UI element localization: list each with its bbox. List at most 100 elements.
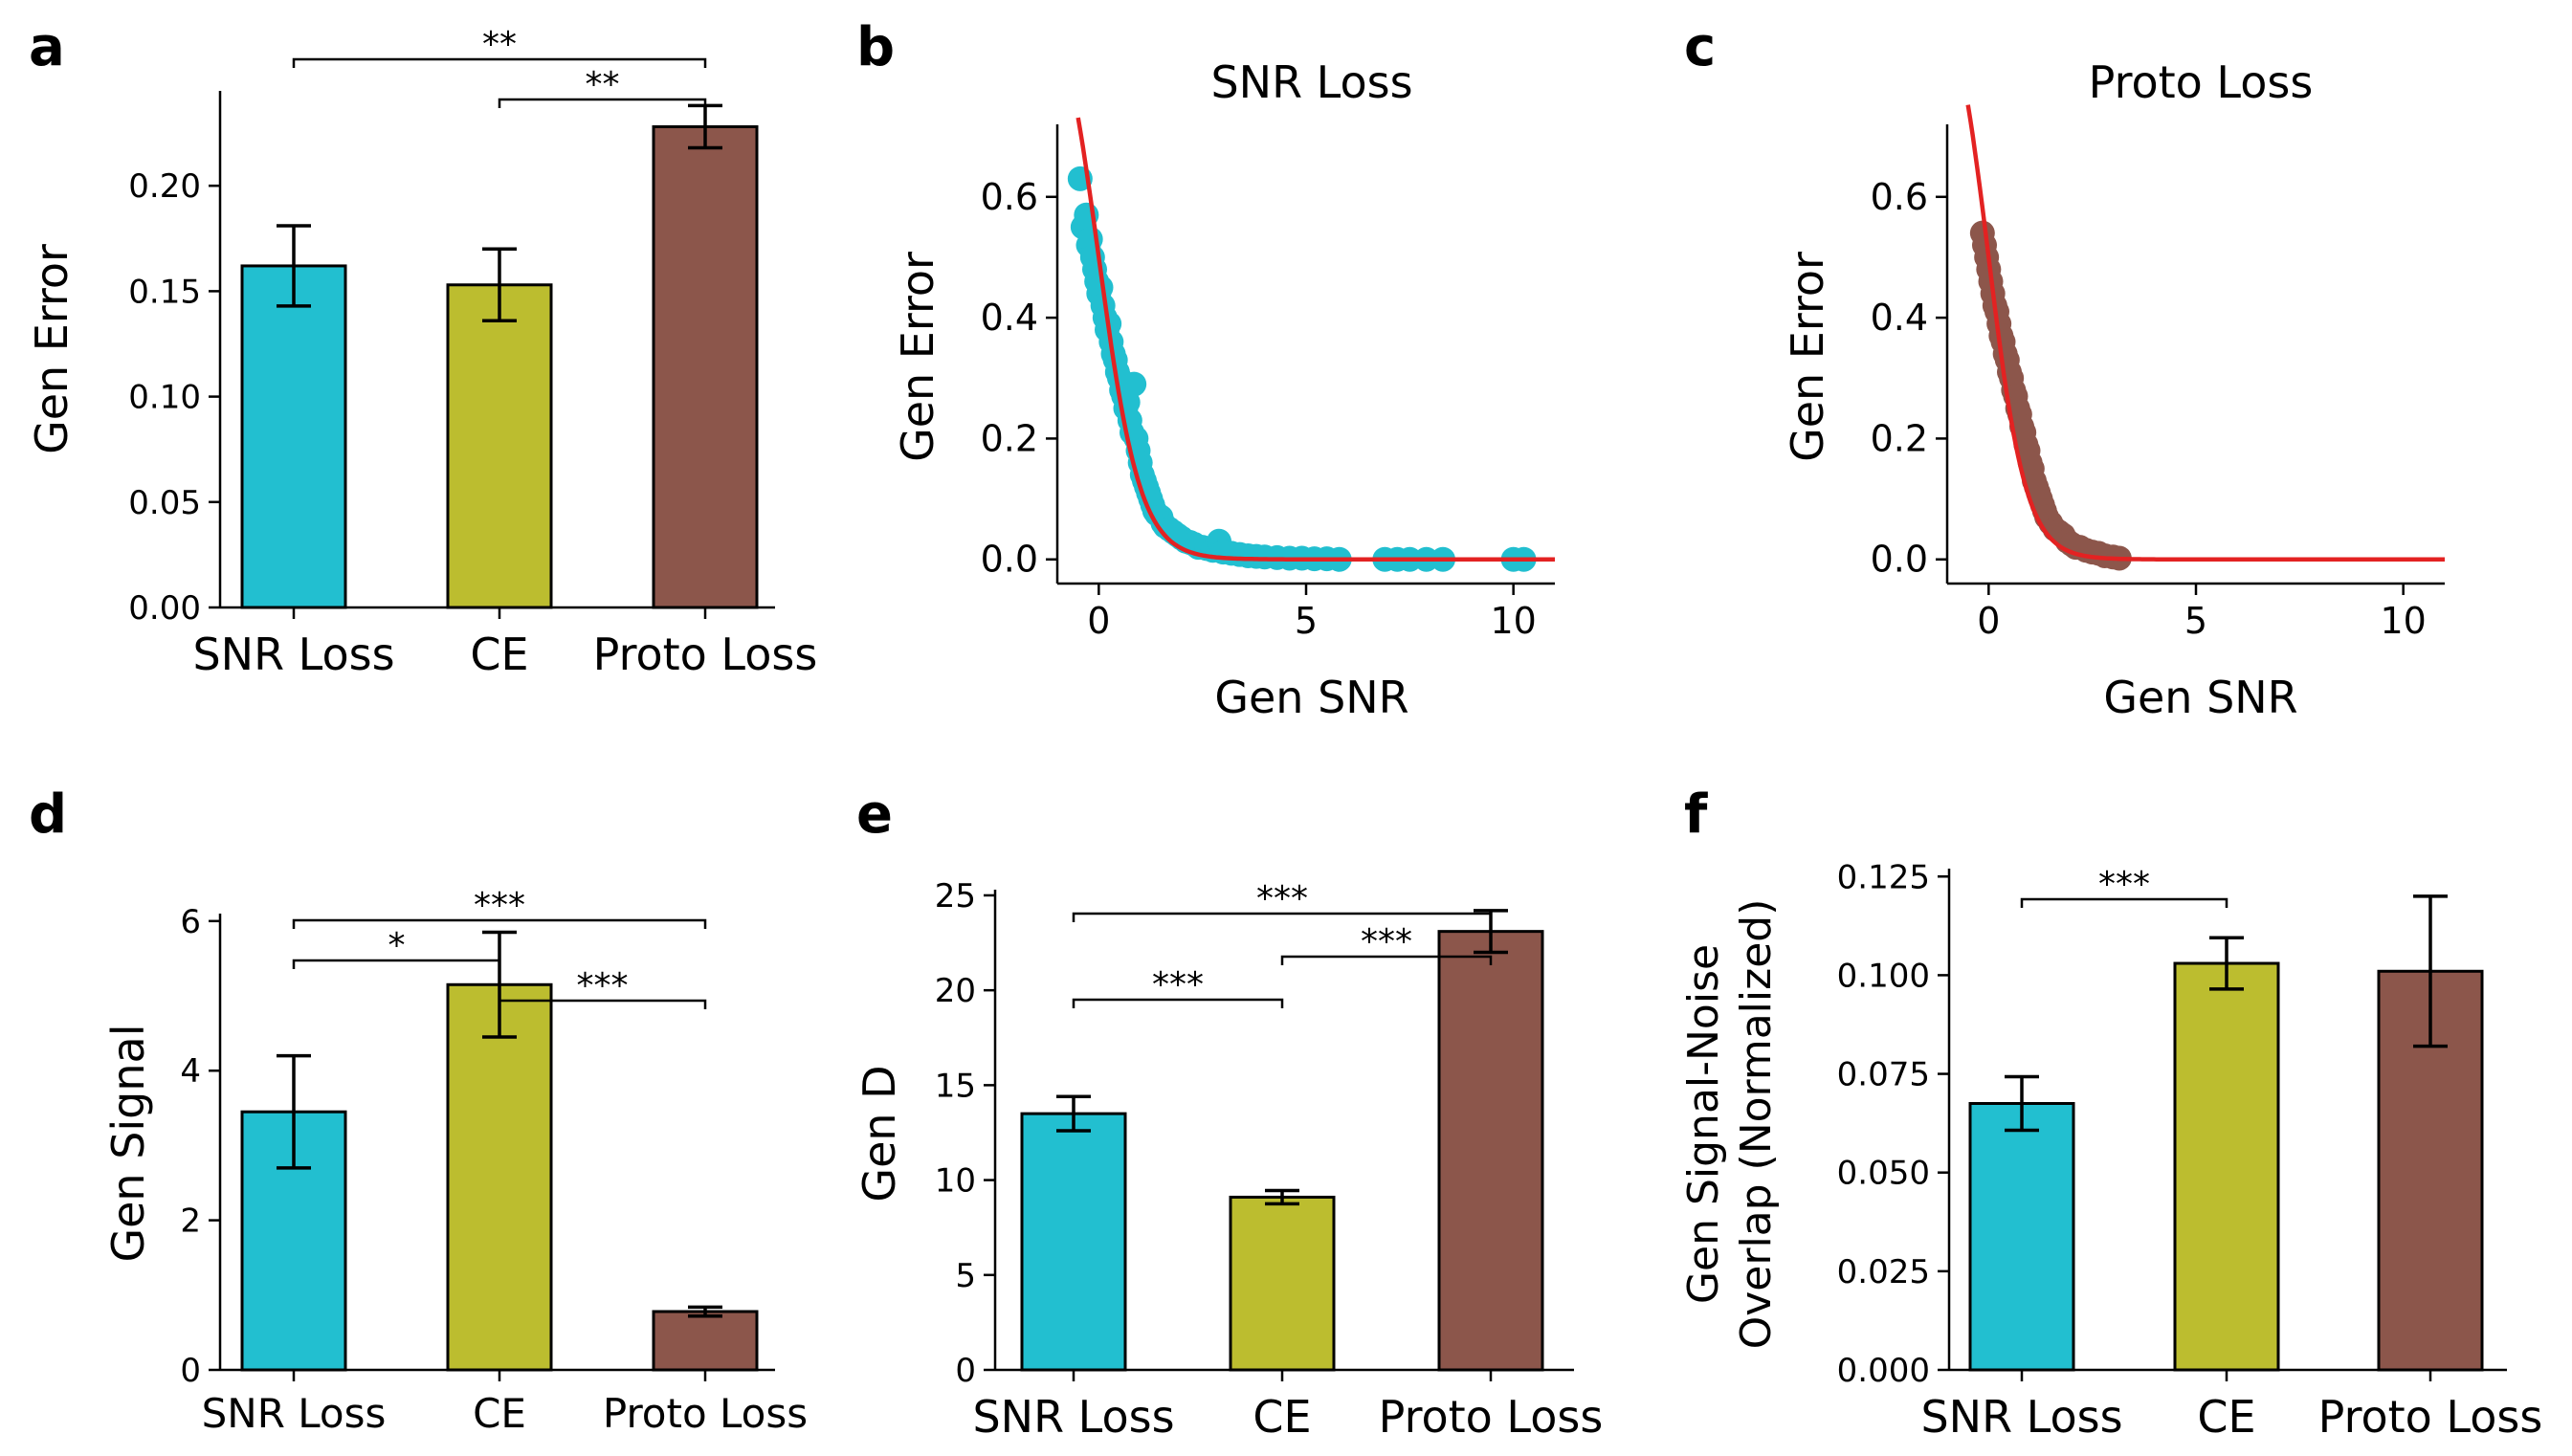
y-tick-label: 0.6 [981, 176, 1038, 218]
y-tick-label: 20 [935, 972, 976, 1010]
significance-label: * [388, 926, 406, 965]
category-label: SNR Loss [202, 1390, 387, 1437]
significance-bracket [498, 999, 707, 1009]
bar-snr-loss [240, 264, 347, 609]
scatter-point [1121, 371, 1147, 397]
panel-c-title: Proto Loss [2089, 56, 2314, 108]
panel-f: f Gen Signal-Noise Overlap (Normalized) … [1679, 783, 2542, 1443]
x-tick-label: 10 [2380, 600, 2426, 642]
panel-c-chart: 0.0 0.2 0.4 0.6 0 5 10 [1871, 104, 2445, 642]
significance-label: *** [474, 886, 525, 925]
significance-bracket [1280, 955, 1493, 965]
y-tick-label: 2 [180, 1202, 201, 1241]
panel-a: a Gen Error 0.00 0.05 0.10 0.15 0.20 SNR Loss… [26, 16, 817, 680]
y-tick-label: 15 [935, 1067, 976, 1105]
y-tick-label: 0 [180, 1352, 201, 1390]
y-tick-label: 0.05 [128, 484, 201, 522]
significance-label: ** [586, 65, 620, 104]
significance-label: *** [1361, 922, 1412, 961]
y-tick-label: 0.2 [1871, 417, 1928, 459]
panel-b-letter: b [856, 16, 895, 78]
panel-c: c Proto Loss Gen Error Gen SNR 0.0 0.2 0.4… [1684, 16, 2445, 723]
panel-c-letter: c [1684, 16, 1716, 78]
y-tick-label: 0.000 [1837, 1352, 1930, 1390]
significance-label: *** [577, 966, 629, 1005]
x-tick-label: 5 [1295, 600, 1318, 642]
panel-b: b SNR Loss Gen Error Gen SNR 0.00.20.40.… [856, 16, 1555, 723]
y-tick-label: 0.075 [1837, 1056, 1930, 1094]
category-label: CE [470, 629, 528, 680]
x-tick-label: 0 [1087, 600, 1110, 642]
x-tick-label: 0 [1977, 600, 2000, 642]
significance-label: ** [482, 25, 517, 64]
panel-b-xlabel: Gen SNR [1214, 672, 1408, 723]
y-tick-label: 0.15 [128, 273, 201, 311]
y-tick-label: 0.10 [128, 379, 201, 417]
panel-e-ylabel: Gen D [854, 1065, 905, 1202]
y-tick-label: 10 [935, 1162, 976, 1201]
y-tick-label: 0 [955, 1352, 976, 1390]
y-tick-label: 4 [180, 1052, 201, 1091]
x-tick-label: 5 [2184, 600, 2207, 642]
significance-bracket [292, 959, 501, 969]
y-tick-label: 0.0 [981, 539, 1038, 581]
category-label: SNR Loss [1920, 1391, 2122, 1443]
panel-e-chart: 0 5 10 15 20 25 SNR Loss CE Proto Loss *** *** *** [935, 877, 1604, 1443]
significance-label: *** [1152, 965, 1204, 1004]
significance-bracket [498, 98, 707, 108]
panel-d-letter: d [29, 783, 67, 846]
category-label: CE [473, 1390, 526, 1437]
y-tick-label: 0.125 [1837, 858, 1930, 896]
panel-b-chart: 0.0 0.2 0.4 0.6 0 5 10 [981, 117, 1555, 642]
panel-a-ylabel: Gen Error [26, 244, 78, 454]
panel-b-title: SNR Loss [1210, 56, 1412, 108]
significance-bracket [1072, 998, 1284, 1008]
y-tick-label: 0.6 [1871, 176, 1928, 218]
bar-ce [446, 283, 553, 609]
category-label: SNR Loss [972, 1391, 1174, 1443]
y-tick-label: 0.025 [1837, 1253, 1930, 1291]
panel-a-letter: a [29, 16, 65, 78]
panel-f-letter: f [1684, 783, 1708, 846]
significance-bracket [292, 918, 707, 929]
y-tick-label: 0.4 [1871, 297, 1928, 339]
panel-f-ylabel-line2: Overlap (Normalized) [1732, 899, 1781, 1350]
y-tick-label: 0.4 [981, 297, 1038, 339]
panel-f-chart: 0.000 0.025 0.050 0.075 0.100 0.125 SNR Loss CE… [1837, 858, 2543, 1443]
bar-ce [446, 982, 553, 1372]
y-tick-label: 5 [955, 1257, 976, 1295]
fit-curve [1965, 104, 2445, 562]
category-label: Proto Loss [1379, 1391, 1604, 1443]
y-tick-label: 0.2 [981, 417, 1038, 459]
fit-curve [1075, 117, 1555, 562]
panel-d-ylabel: Gen Signal [102, 1024, 154, 1262]
panel-a-chart: 0.00 0.05 0.10 0.15 0.20 SNR Loss CE Proto Loss… [128, 25, 817, 680]
panel-c-xlabel: Gen SNR [2103, 672, 2297, 723]
panel-f-ylabel-line1: Gen Signal-Noise [1679, 944, 1728, 1304]
bar-proto-loss [652, 1310, 759, 1372]
category-label: CE [1253, 1391, 1311, 1443]
category-label: Proto Loss [603, 1390, 808, 1437]
panel-b-ylabel: Gen Error [892, 252, 943, 462]
significance-bracket [1072, 912, 1493, 922]
category-label: Proto Loss [2318, 1391, 2543, 1443]
category-label: CE [2197, 1391, 2255, 1443]
significance-bracket [2020, 897, 2228, 908]
y-tick-label: 0.20 [128, 167, 201, 206]
panel-c-ylabel: Gen Error [1782, 252, 1833, 462]
y-tick-label: 0.0 [1871, 539, 1928, 581]
y-tick-label: 0.100 [1837, 957, 1930, 995]
significance-label: *** [2098, 865, 2150, 904]
bar-snr-loss [1968, 1101, 2075, 1372]
x-tick-label: 10 [1490, 600, 1536, 642]
panel-e-letter: e [856, 783, 893, 846]
y-tick-label: 0.00 [128, 589, 201, 628]
significance-bracket [292, 57, 707, 68]
category-label: SNR Loss [192, 629, 394, 680]
y-tick-label: 0.050 [1837, 1155, 1930, 1193]
bar-ce [1229, 1195, 1336, 1372]
bar-snr-loss [1020, 1112, 1127, 1372]
